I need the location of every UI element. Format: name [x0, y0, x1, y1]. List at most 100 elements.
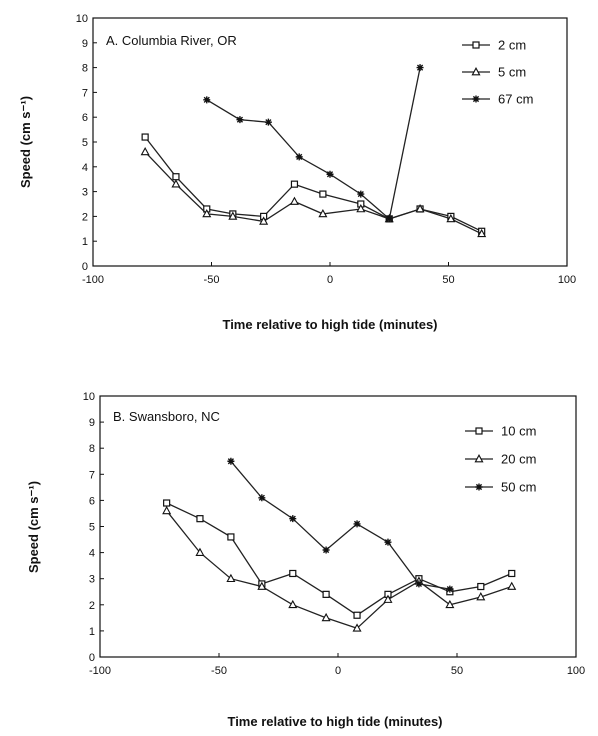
legend-item-10-cm: 10 cm [465, 424, 536, 439]
x-tick-label: -100 [82, 274, 104, 286]
data-point [415, 580, 423, 588]
x-axis: -100 -50 0 50 100 [82, 262, 576, 286]
series-20-cm [162, 505, 517, 632]
series-10-cm [163, 499, 516, 619]
legend-label: 50 cm [501, 480, 536, 495]
data-point [357, 190, 365, 198]
y-axis-title: Speed (cm s⁻¹) [26, 481, 41, 573]
y-tick-label: 0 [89, 652, 95, 664]
data-point [141, 133, 149, 141]
x-tick-label: 100 [558, 274, 576, 286]
y-tick-label: 3 [82, 187, 88, 199]
data-point [321, 612, 331, 622]
data-point [353, 611, 361, 619]
data-point [236, 116, 244, 124]
legend-label: 67 cm [498, 92, 533, 107]
data-point [226, 573, 236, 583]
data-point [352, 623, 362, 632]
data-point [289, 196, 299, 205]
data-point [322, 546, 330, 554]
x-axis-title: Time relative to high tide (minutes) [227, 714, 442, 729]
data-point [289, 515, 297, 523]
legend-marker [471, 67, 481, 76]
data-point [289, 569, 297, 578]
series-line [144, 151, 482, 235]
x-tick-label: -50 [211, 665, 227, 677]
series-line [166, 502, 512, 616]
series-2-cm [141, 133, 486, 235]
y-tick-label: 0 [82, 261, 88, 273]
x-tick-label: -100 [89, 665, 111, 677]
y-tick-label: 10 [76, 13, 88, 25]
series-line [206, 67, 421, 221]
data-point [288, 599, 298, 609]
y-tick-label: 9 [82, 38, 88, 50]
plot-area-frame [92, 17, 568, 267]
data-point [445, 599, 455, 609]
data-point [258, 494, 266, 502]
data-point [353, 520, 361, 528]
panel-b: B. Swansboro, NC 0 1 2 3 4 5 6 7 8 9 10 -100 -50 0 50… [26, 391, 585, 729]
data-point [290, 180, 299, 188]
legend-item-67-cm: 67 cm [462, 92, 533, 107]
data-point [196, 515, 204, 523]
data-point [259, 216, 269, 225]
x-tick-label: 100 [567, 665, 585, 677]
y-tick-label: 3 [89, 574, 95, 586]
y-tick-label: 5 [82, 137, 88, 149]
data-point [295, 153, 303, 161]
legend: 10 cm 20 cm 50 cm [465, 424, 536, 495]
legend-label: 10 cm [501, 424, 536, 439]
x-tick-label: 50 [442, 274, 454, 286]
data-point [171, 179, 181, 188]
data-point [227, 457, 235, 465]
legend-item-5-cm: 5 cm [462, 65, 526, 80]
y-axis-title: Speed (cm s⁻¹) [18, 96, 33, 188]
series-50-cm [227, 457, 454, 593]
series-5-cm [140, 146, 487, 238]
panel-title: B. Swansboro, NC [113, 409, 220, 424]
x-tick-label: 0 [327, 274, 333, 286]
data-point [163, 499, 171, 507]
panel-title: A. Columbia River, OR [106, 33, 237, 48]
y-tick-label: 2 [89, 600, 95, 612]
data-point [162, 505, 172, 515]
data-point [203, 96, 211, 104]
data-point [319, 190, 327, 198]
y-tick-label: 1 [89, 626, 95, 638]
legend-label: 2 cm [498, 38, 526, 53]
data-point [507, 581, 517, 590]
data-point [195, 547, 205, 556]
legend-marker [472, 95, 480, 103]
data-point [326, 170, 334, 178]
y-tick-label: 1 [82, 236, 88, 248]
y-tick-label: 8 [89, 443, 95, 455]
data-point [383, 594, 393, 603]
y-tick-label: 8 [82, 63, 88, 75]
data-point [508, 569, 516, 578]
series-group [140, 64, 487, 238]
data-point [257, 581, 267, 590]
data-point [477, 228, 487, 238]
data-point [228, 211, 238, 220]
x-tick-label: 0 [335, 665, 341, 677]
y-tick-label: 5 [89, 522, 95, 534]
data-point [446, 585, 454, 593]
data-point [172, 173, 180, 181]
data-point [476, 592, 486, 601]
data-point [227, 533, 235, 541]
y-tick-label: 4 [89, 548, 95, 560]
x-tick-label: -50 [204, 274, 220, 286]
series-line [230, 460, 451, 590]
y-tick-label: 7 [89, 469, 95, 481]
y-tick-label: 2 [82, 211, 88, 223]
data-point [322, 590, 330, 598]
legend-label: 5 cm [498, 65, 526, 80]
x-axis-title: Time relative to high tide (minutes) [222, 317, 437, 332]
legend-marker [474, 454, 484, 463]
y-tick-label: 4 [82, 162, 88, 174]
legend-item-50-cm: 50 cm [465, 480, 536, 495]
y-tick-label: 10 [83, 391, 95, 403]
legend-item-2-cm: 2 cm [462, 38, 526, 53]
